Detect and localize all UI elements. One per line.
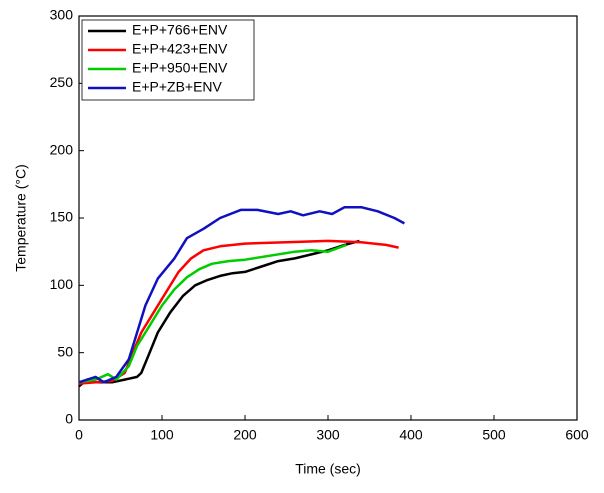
x-tick-label: 500	[482, 427, 506, 443]
line	[78, 205, 405, 384]
y-axis-label: Temperature (°C)	[13, 164, 29, 272]
legend-box	[81, 19, 255, 101]
x-tick-label: 200	[233, 427, 257, 443]
x-axis-label: Time (sec)	[295, 461, 361, 477]
legend-label: E+P+950+ENV	[132, 60, 228, 76]
legend-label: E+P+766+ENV	[132, 22, 228, 38]
y-tick-label: 300	[50, 7, 74, 23]
y-tick-label: 100	[50, 276, 74, 292]
y-tick-label: 150	[50, 209, 74, 225]
y-tick-label: 200	[50, 141, 74, 157]
x-tick-label: 300	[316, 427, 340, 443]
y-tick-label: 0	[65, 411, 73, 427]
legend-label: E+P+423+ENV	[132, 41, 228, 57]
x-tick-label: 100	[150, 427, 174, 443]
x-tick-label: 600	[565, 427, 589, 443]
line	[78, 243, 347, 384]
legend-label: E+P+ZB+ENV	[132, 79, 223, 95]
y-tick-label: 50	[57, 343, 73, 359]
line	[78, 239, 360, 388]
y-tick-label: 250	[50, 74, 74, 90]
x-tick-label: 400	[399, 427, 423, 443]
x-tick-label: 0	[75, 427, 83, 443]
